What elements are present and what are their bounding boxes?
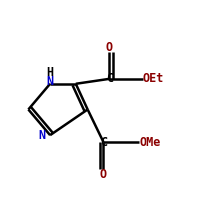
Text: H: H (47, 66, 54, 79)
Text: O: O (100, 168, 107, 181)
Text: N: N (39, 129, 46, 142)
Text: OEt: OEt (142, 72, 164, 85)
Text: C: C (100, 136, 107, 149)
Text: O: O (106, 41, 113, 54)
Text: N: N (47, 75, 54, 88)
Text: OMe: OMe (139, 136, 161, 149)
Text: C: C (106, 72, 113, 85)
